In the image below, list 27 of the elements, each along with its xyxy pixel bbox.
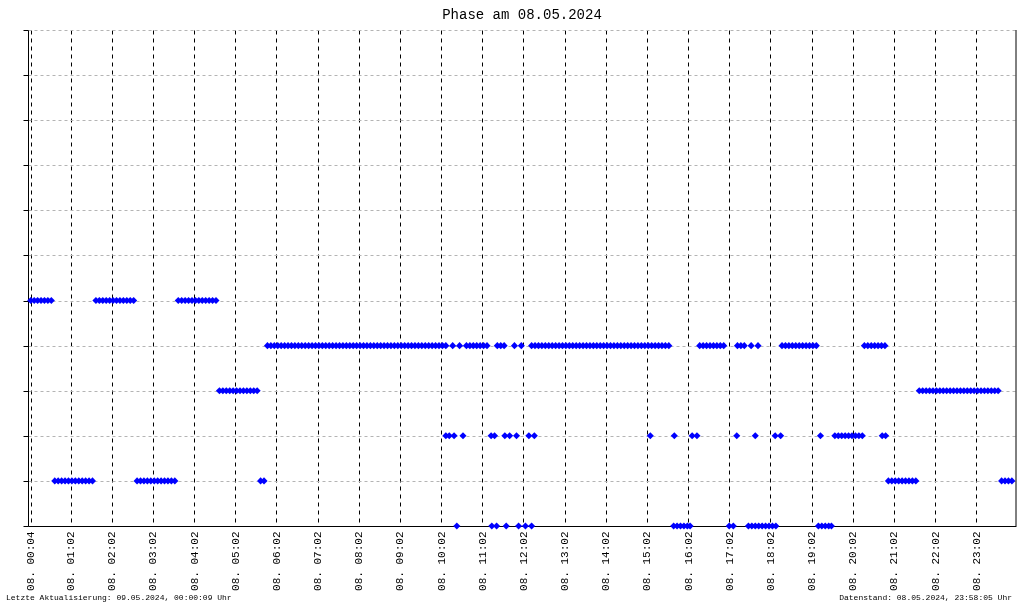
x-tick-label: 08. 11:02 [476, 531, 489, 591]
x-tick-label: 08. 19:02 [806, 531, 819, 591]
x-tick-label: 08. 02:02 [106, 531, 119, 591]
x-tick-label: 08. 15:02 [641, 531, 654, 591]
x-tick-label: 08. 16:02 [682, 531, 695, 591]
x-tick-label: 08. 06:02 [270, 531, 283, 591]
text: Letzte Aktualisierung: 09.05.2024, 00:00:09 Uhr [6, 593, 232, 602]
x-tick-label: 08. 18:02 [764, 531, 777, 591]
x-tick-label: 08. 21:02 [888, 531, 901, 591]
x-tick-label: 08. 10:02 [435, 531, 448, 591]
x-tick-label: 08. 05:02 [229, 531, 242, 591]
x-tick-label: 08. 22:02 [929, 531, 942, 591]
x-tick-label: 08. 12:02 [517, 531, 530, 591]
chart-title: Phase am 08.05.2024 [442, 6, 602, 23]
x-tick-label: 08. 07:02 [312, 531, 325, 591]
x-tick-label: 08. 08:02 [353, 531, 366, 591]
x-tick-label: 08. 23:02 [970, 531, 983, 591]
x-tick-label: 08. 13:02 [559, 531, 572, 591]
x-tick-label: 08. 04:02 [188, 531, 201, 591]
x-tick-label: 08. 14:02 [600, 531, 613, 591]
x-tick-label: 08. 20:02 [847, 531, 860, 591]
x-tick-label: 08. 03:02 [147, 531, 160, 591]
x-tick-label: 08. 01:02 [65, 531, 78, 591]
x-tick-label: 08. 09:02 [394, 531, 407, 591]
text: Datenstand: 08.05.2024, 23:58:05 Uhr [839, 593, 1013, 602]
x-tick-label: 08. 00:04 [25, 531, 38, 591]
x-tick-label: 08. 17:02 [723, 531, 736, 591]
